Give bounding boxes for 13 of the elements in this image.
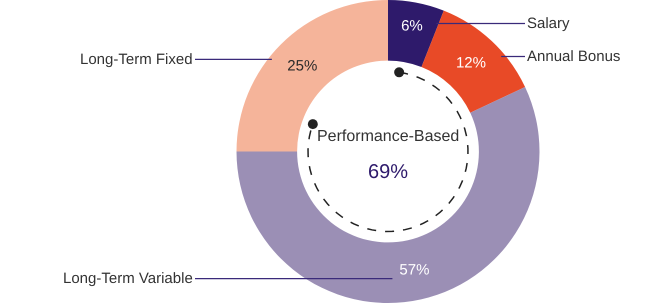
data-label: 25%: [287, 57, 318, 74]
donut-slice: [236, 86, 540, 303]
slice-label: Salary: [527, 15, 570, 32]
text: 69%: [368, 161, 408, 183]
text: Performance-Based: [317, 128, 460, 145]
slice-label: Long-Term Variable: [63, 270, 193, 287]
slice-label: Long-Term Fixed: [80, 51, 193, 68]
slice-label: Annual Bonus: [527, 48, 620, 65]
data-label: 6%: [401, 18, 423, 35]
donut-slice: [421, 10, 526, 113]
data-label: 57%: [399, 261, 430, 278]
donut-slice: [388, 0, 444, 67]
data-label: 12%: [456, 54, 486, 72]
